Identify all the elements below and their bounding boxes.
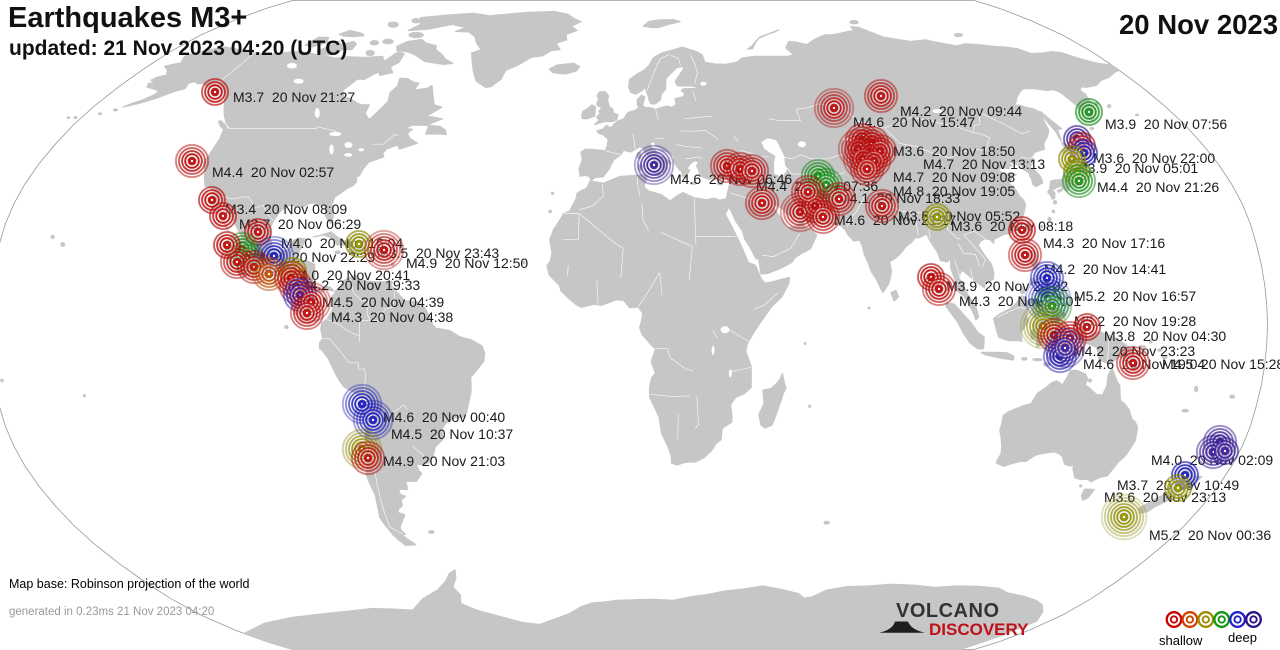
svg-text:M3.6 20 Nov 23:13: M3.6 20 Nov 23:13 bbox=[1104, 489, 1226, 505]
svg-text:M4.5 20 Nov 15:28: M4.5 20 Nov 15:28 bbox=[1162, 356, 1280, 372]
svg-text:M3.6 20 Nov 22:00: M3.6 20 Nov 22:00 bbox=[1093, 150, 1215, 166]
svg-text:M4.2 20 Nov 14:41: M4.2 20 Nov 14:41 bbox=[1044, 261, 1166, 277]
svg-text:M4.8 20 Nov 19:05: M4.8 20 Nov 19:05 bbox=[893, 183, 1015, 199]
svg-text:M4.3 20 Nov 04:38: M4.3 20 Nov 04:38 bbox=[331, 309, 453, 325]
svg-text:M4.9 20 Nov 21:03: M4.9 20 Nov 21:03 bbox=[383, 453, 505, 469]
svg-text:M4.0 20 Nov 20:41: M4.0 20 Nov 20:41 bbox=[288, 267, 410, 283]
svg-text:M4.2 20 Nov 23:23: M4.2 20 Nov 23:23 bbox=[1073, 343, 1195, 359]
svg-text:M4.9 20 Nov 12:50: M4.9 20 Nov 12:50 bbox=[406, 255, 528, 271]
svg-text:M3.9 20 Nov 05:01: M3.9 20 Nov 05:01 bbox=[1076, 160, 1198, 176]
svg-text:M3.5 20 Nov 23:43: M3.5 20 Nov 23:43 bbox=[377, 245, 499, 261]
svg-text:M4.7 20 Nov 13:13: M4.7 20 Nov 13:13 bbox=[923, 156, 1045, 172]
svg-text:M3.9 20 Nov 07:56: M3.9 20 Nov 07:56 bbox=[1105, 116, 1227, 132]
svg-text:M4.7 20 Nov 09:08: M4.7 20 Nov 09:08 bbox=[893, 169, 1015, 185]
svg-text:M4.2 20 Nov 09:44: M4.2 20 Nov 09:44 bbox=[900, 103, 1022, 119]
svg-text:M3.7 20 Nov 21:27: M3.7 20 Nov 21:27 bbox=[233, 89, 355, 105]
svg-text:M4.4 20 Nov 02:57: M4.4 20 Nov 02:57 bbox=[212, 164, 334, 180]
svg-text:M5.2 20 Nov 19:28: M5.2 20 Nov 19:28 bbox=[1074, 313, 1196, 329]
svg-text:M4.1 20 Nov 18:33: M4.1 20 Nov 18:33 bbox=[838, 190, 960, 206]
svg-text:M4.6 20 Nov 19:04: M4.6 20 Nov 19:04 bbox=[1083, 356, 1205, 372]
svg-text:M4.3 20 Nov 17:16: M4.3 20 Nov 17:16 bbox=[1043, 235, 1165, 251]
svg-text:M4.0 20 Nov 02:09: M4.0 20 Nov 02:09 bbox=[1151, 452, 1273, 468]
svg-text:M4.6 20 Nov 00:40: M4.6 20 Nov 00:40 bbox=[383, 409, 505, 425]
svg-text:M4.2 20 Nov 19:33: M4.2 20 Nov 19:33 bbox=[298, 277, 420, 293]
svg-text:M4.5 20 Nov 10:37: M4.5 20 Nov 10:37 bbox=[391, 426, 513, 442]
svg-text:M3.6 20 Nov 18:50: M3.6 20 Nov 18:50 bbox=[893, 143, 1015, 159]
svg-text:M3.4 20 Nov 08:09: M3.4 20 Nov 08:09 bbox=[225, 201, 347, 217]
svg-text:M4.4 20 Nov 21:26: M4.4 20 Nov 21:26 bbox=[1097, 179, 1219, 195]
svg-text:M4.5 20 Nov 04:39: M4.5 20 Nov 04:39 bbox=[322, 294, 444, 310]
svg-text:M5.2 20 Nov 16:57: M5.2 20 Nov 16:57 bbox=[1074, 288, 1196, 304]
svg-text:M3.8 20 Nov 04:30: M3.8 20 Nov 04:30 bbox=[1104, 328, 1226, 344]
svg-text:M5.2 20 Nov 00:36: M5.2 20 Nov 00:36 bbox=[1149, 527, 1271, 543]
svg-text:M4.0 20 Nov 16:04: M4.0 20 Nov 16:04 bbox=[281, 235, 403, 251]
svg-text:M4.6 20 Nov 15:47: M4.6 20 Nov 15:47 bbox=[853, 114, 975, 130]
